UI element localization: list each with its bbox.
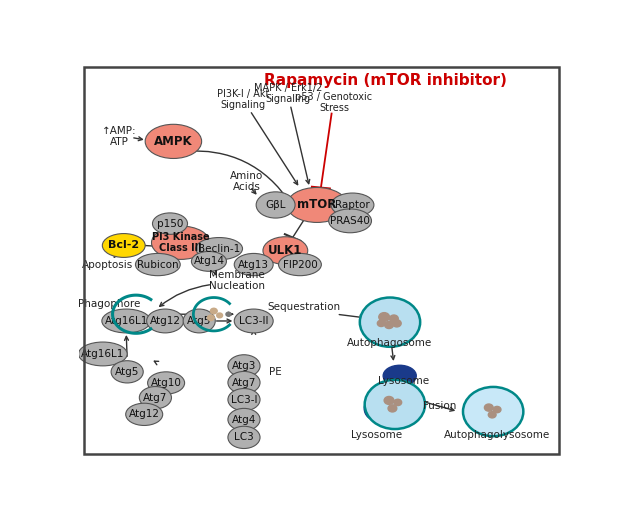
Text: FIP200: FIP200 <box>283 260 317 269</box>
Circle shape <box>384 321 393 329</box>
Circle shape <box>360 298 420 347</box>
Text: MAPK / Erk1/2
Signaling: MAPK / Erk1/2 Signaling <box>254 83 322 104</box>
Text: Atg14: Atg14 <box>193 256 224 266</box>
Circle shape <box>389 315 398 322</box>
Text: Atg3: Atg3 <box>232 361 256 371</box>
Ellipse shape <box>111 361 143 383</box>
Text: Bcl-2: Bcl-2 <box>108 240 139 250</box>
Text: Amino
Acids: Amino Acids <box>230 170 263 192</box>
Ellipse shape <box>139 386 171 409</box>
Ellipse shape <box>234 253 273 276</box>
Ellipse shape <box>364 396 389 421</box>
Ellipse shape <box>383 365 416 386</box>
Text: AMPK: AMPK <box>154 135 193 148</box>
Text: Atg7: Atg7 <box>143 393 168 402</box>
Ellipse shape <box>136 253 180 276</box>
Circle shape <box>217 313 222 318</box>
Text: Rapamycin (mTOR inhibitor): Rapamycin (mTOR inhibitor) <box>264 73 507 88</box>
Text: mTOR: mTOR <box>297 199 337 212</box>
Ellipse shape <box>192 251 227 271</box>
Ellipse shape <box>102 234 145 257</box>
Ellipse shape <box>234 309 273 333</box>
Ellipse shape <box>263 237 308 265</box>
Text: Atg10: Atg10 <box>151 378 181 388</box>
Ellipse shape <box>287 187 347 222</box>
Ellipse shape <box>183 309 215 333</box>
Circle shape <box>489 412 496 418</box>
Text: Raptor: Raptor <box>335 200 370 210</box>
Circle shape <box>392 320 401 327</box>
Text: Atg16L1: Atg16L1 <box>81 349 124 359</box>
Circle shape <box>463 387 523 436</box>
Text: Membrane
Nucleation: Membrane Nucleation <box>208 270 264 291</box>
Ellipse shape <box>102 309 151 333</box>
Circle shape <box>226 312 231 316</box>
Text: GβL: GβL <box>266 200 286 210</box>
Ellipse shape <box>78 342 127 366</box>
Ellipse shape <box>153 213 188 234</box>
Text: Atg12: Atg12 <box>129 409 160 420</box>
Text: PE: PE <box>269 367 282 377</box>
Text: ULK1: ULK1 <box>268 244 303 257</box>
Circle shape <box>365 380 425 429</box>
Text: Sequestration: Sequestration <box>268 302 340 313</box>
Text: Phagophore: Phagophore <box>78 299 140 309</box>
Ellipse shape <box>126 403 163 426</box>
Ellipse shape <box>228 408 260 431</box>
Ellipse shape <box>228 354 260 377</box>
Circle shape <box>377 320 385 327</box>
Text: LC3-I: LC3-I <box>230 395 257 405</box>
Ellipse shape <box>279 253 322 276</box>
Ellipse shape <box>331 193 374 217</box>
Text: Rubicon: Rubicon <box>137 260 178 269</box>
Text: Autophagosome: Autophagosome <box>347 338 433 348</box>
Ellipse shape <box>148 372 185 394</box>
Text: Autophagolysosome: Autophagolysosome <box>444 430 550 440</box>
Text: Beclin-1: Beclin-1 <box>198 244 241 254</box>
Circle shape <box>379 313 389 321</box>
Text: Atg5: Atg5 <box>115 367 139 377</box>
Circle shape <box>388 405 397 412</box>
Circle shape <box>384 396 394 405</box>
Text: Fusion: Fusion <box>423 401 457 411</box>
Circle shape <box>493 407 501 413</box>
Ellipse shape <box>228 372 260 394</box>
Text: Atg13: Atg13 <box>238 260 269 269</box>
Ellipse shape <box>328 209 372 233</box>
Text: Apoptosis: Apoptosis <box>82 261 133 270</box>
Text: p53 / Genotoxic
Stress: p53 / Genotoxic Stress <box>295 92 372 113</box>
Text: Atg7: Atg7 <box>232 378 256 388</box>
Ellipse shape <box>151 226 210 260</box>
Text: Atg4: Atg4 <box>232 414 256 425</box>
Ellipse shape <box>147 309 183 333</box>
Circle shape <box>207 315 214 320</box>
Text: LC3: LC3 <box>234 432 254 442</box>
Ellipse shape <box>145 124 202 158</box>
Text: PI3 Kinase
Class III: PI3 Kinase Class III <box>152 232 210 253</box>
Text: Atg16L1: Atg16L1 <box>104 316 148 326</box>
Text: p150: p150 <box>157 219 183 229</box>
Circle shape <box>394 399 402 406</box>
Text: Lysosome: Lysosome <box>351 430 402 440</box>
Text: PI3K-I / Akt
Signaling: PI3K-I / Akt Signaling <box>217 89 269 110</box>
Text: ↑AMP:
ATP: ↑AMP: ATP <box>102 126 136 147</box>
Circle shape <box>484 404 493 411</box>
Ellipse shape <box>256 192 295 218</box>
Ellipse shape <box>228 426 260 448</box>
Circle shape <box>210 308 217 314</box>
Text: PRAS40: PRAS40 <box>330 216 370 226</box>
Ellipse shape <box>228 389 260 411</box>
Text: LC3-II: LC3-II <box>239 316 268 326</box>
Ellipse shape <box>196 237 242 260</box>
Text: Lysosome: Lysosome <box>378 376 429 385</box>
Text: Atg5: Atg5 <box>187 316 212 326</box>
Text: Atg12: Atg12 <box>149 316 181 326</box>
